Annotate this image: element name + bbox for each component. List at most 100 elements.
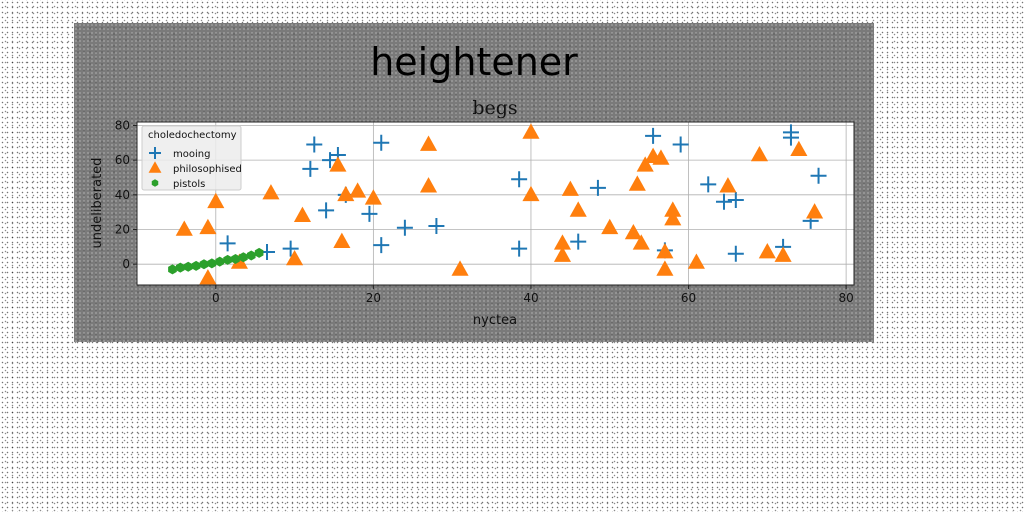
axis-ticks: 0 20 40 60 80 0 20 40 60 80 [115, 118, 854, 305]
scatter-chart: begs 0 20 40 60 80 0 20 40 60 80 nyctea undeliber… [90, 97, 855, 328]
data-point-philosophised [329, 156, 347, 172]
data-point-philosophised [656, 243, 674, 259]
data-point-pistols [207, 258, 217, 269]
plot-area [136, 121, 855, 286]
y-tick-label: 40 [115, 188, 130, 202]
data-point-mooing [282, 240, 299, 257]
data-point-philosophised [286, 249, 304, 266]
data-point-philosophised [333, 232, 351, 248]
data-point-mooing [782, 129, 799, 146]
data-point-mooing [589, 179, 606, 196]
data-point-philosophised [790, 140, 808, 157]
data-point-philosophised [806, 203, 824, 219]
data-point-pistols [223, 254, 232, 265]
data-point-philosophised [624, 223, 642, 240]
data-point-philosophised [553, 246, 572, 262]
series-pistols [168, 247, 264, 275]
chart-title: begs [472, 97, 517, 119]
data-point-philosophised [199, 218, 217, 235]
data-point-mooing [727, 245, 744, 262]
legend-label-pistols: pistols [173, 179, 205, 190]
data-point-philosophised [687, 253, 705, 269]
data-marks [168, 123, 827, 285]
y-tick-label: 20 [115, 223, 130, 237]
figure-suptitle: heightener [370, 40, 578, 84]
y-axis-label: undeliberated [90, 158, 105, 249]
data-point-mooing [700, 176, 717, 193]
data-point-mooing [810, 167, 827, 184]
data-point-pistols [168, 264, 177, 275]
data-point-philosophised [522, 123, 540, 139]
data-point-philosophised [656, 260, 674, 276]
data-point-philosophised [262, 184, 280, 200]
data-point-mooing [511, 240, 528, 257]
data-point-mooing [511, 171, 528, 188]
data-point-mooing [306, 136, 323, 153]
data-point-philosophised [750, 145, 769, 162]
data-point-philosophised [175, 220, 193, 236]
data-point-philosophised [451, 260, 469, 276]
legend-entries: mooing philosophised pistols [148, 147, 242, 190]
data-point-mooing [318, 202, 335, 219]
data-point-philosophised [632, 234, 650, 250]
data-point-pistols [254, 247, 264, 258]
y-tick-label: 0 [122, 257, 130, 271]
legend-title: choledochectomy [148, 130, 237, 141]
data-point-mooing [373, 134, 390, 151]
data-point-pistols [246, 250, 256, 261]
data-point-mooing [428, 218, 445, 235]
x-tick-label: 40 [523, 291, 538, 305]
data-point-mooing [672, 136, 689, 153]
legend-label-mooing: mooing [173, 149, 210, 160]
x-tick-label: 80 [838, 291, 853, 305]
legend: choledochectomy mooing philosophised pisto… [141, 125, 242, 191]
data-point-philosophised [628, 175, 646, 191]
data-point-philosophised [664, 210, 682, 226]
data-point-mooing [302, 160, 319, 177]
data-point-philosophised [601, 218, 619, 235]
data-point-philosophised [652, 149, 670, 165]
data-point-mooing [373, 237, 390, 254]
data-point-philosophised [419, 135, 438, 151]
data-point-mooing [396, 219, 413, 236]
legend-marker-philosophised [148, 161, 162, 173]
series-philosophised [175, 123, 824, 285]
data-point-pistols [231, 253, 240, 264]
data-point-mooing [219, 235, 236, 252]
data-point-philosophised [774, 246, 792, 262]
data-point-mooing [645, 127, 662, 144]
data-point-mooing [570, 233, 587, 250]
legend-marker-mooing [149, 147, 161, 159]
x-tick-label: 20 [366, 291, 381, 305]
x-axis-label: nyctea [473, 313, 517, 328]
data-point-philosophised [293, 206, 312, 222]
data-point-philosophised [207, 192, 225, 209]
legend-marker-pistols [151, 179, 159, 187]
data-point-philosophised [349, 182, 367, 198]
data-point-mooing [727, 192, 744, 209]
data-point-philosophised [561, 180, 579, 196]
data-point-philosophised [636, 156, 654, 172]
data-point-philosophised [569, 201, 587, 217]
data-point-pistols [191, 260, 201, 271]
data-point-philosophised [758, 243, 776, 259]
data-point-philosophised [199, 269, 217, 285]
data-point-pistols [199, 259, 209, 270]
grid-lines [137, 122, 854, 285]
legend-box [141, 125, 242, 191]
data-point-philosophised [664, 201, 682, 217]
data-point-philosophised [419, 177, 438, 193]
x-tick-label: 0 [212, 291, 220, 305]
data-point-pistols [183, 261, 193, 272]
figure-panel: heightener begs 0 20 40 60 80 0 20 40 60 80 nycte… [74, 23, 874, 342]
data-point-philosophised [719, 177, 737, 193]
legend-label-philosophised: philosophised [173, 164, 242, 175]
x-tick-label: 60 [681, 291, 696, 305]
data-point-pistols [176, 262, 185, 273]
data-point-philosophised [553, 234, 572, 250]
series-mooing [219, 124, 827, 262]
data-point-philosophised [522, 185, 540, 202]
data-point-mooing [715, 193, 732, 210]
y-tick-label: 80 [115, 118, 130, 132]
data-point-philosophised [364, 189, 382, 205]
